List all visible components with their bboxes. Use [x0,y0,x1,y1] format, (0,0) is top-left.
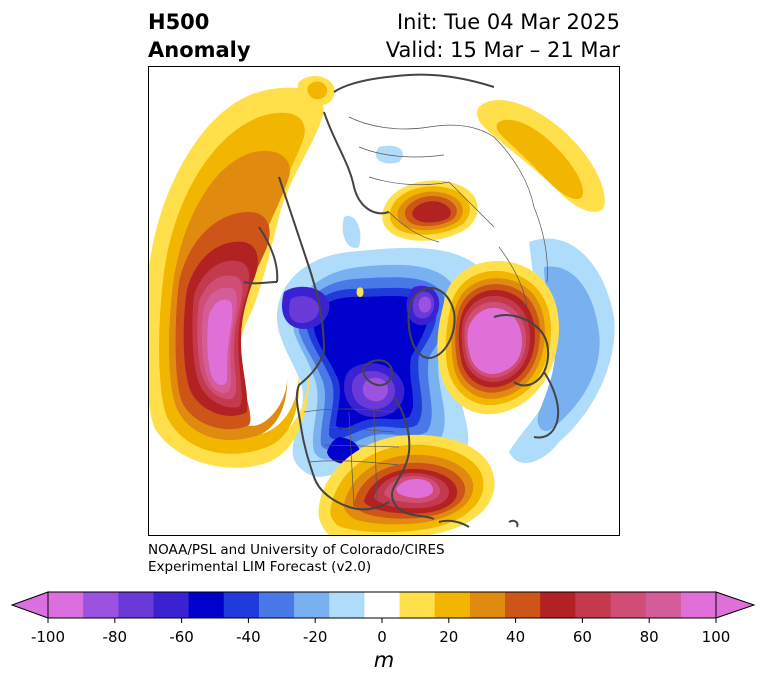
colorbar-swatch [680,592,717,618]
colorbar-tick-label: -100 [30,628,66,646]
colorbar-swatch [469,592,506,618]
colorbar-swatch [610,592,647,618]
positive-anomaly-siberia [382,180,478,241]
colorbar-swatch [188,592,225,618]
colorbar-swatch [575,592,612,618]
forecast-dates: Init: Tue 04 Mar 2025 Valid: 15 Mar – 21… [386,8,620,64]
colorbar-swatch [540,592,576,618]
colorbar-swatch [294,592,330,618]
positive-anomaly-northeast [476,99,605,212]
credit-line-1: NOAA/PSL and University of Colorado/CIRE… [148,542,445,558]
attribution: NOAA/PSL and University of Colorado/CIRE… [148,542,445,576]
title-line-2: Anomaly [148,38,251,62]
colorbar-tick-label: -60 [169,628,194,646]
colorbar-extend-low [10,591,49,619]
colorbar-swatch [153,592,190,618]
colorbar-tick-label: -80 [102,628,128,646]
anomaly-map [148,66,620,536]
colorbar-tick-label: 100 [701,628,731,646]
positive-anomaly-atlantic [437,261,559,415]
title-line-1: H500 [148,10,210,34]
colorbar-tick-label: 20 [439,628,459,646]
colorbar-tick-label: -40 [236,628,261,646]
positive-anomaly-north [297,75,364,297]
colorbar-tick-label: 60 [572,628,592,646]
coastlines [243,73,560,528]
chart-title: H500 Anomaly [148,8,251,64]
colorbar-swatch [645,592,682,618]
init-date: Init: Tue 04 Mar 2025 [396,10,620,34]
colorbar-swatch [364,592,401,618]
colorbar-extend-high [715,591,756,619]
valid-range: Valid: 15 Mar – 21 Mar [385,38,620,62]
map-canvas [149,67,619,535]
colorbar-swatch [118,592,154,618]
political-borders [303,116,548,508]
colorbar-tick-label: 80 [639,628,659,646]
colorbar-swatch [83,592,119,618]
credit-line-2: Experimental LIM Forecast (v2.0) [148,559,372,575]
colorbar-swatch [48,592,84,618]
colorbar-tick-label: 0 [377,628,387,646]
colorbar-tick-label: 40 [506,628,526,646]
colorbar-swatch [329,592,365,618]
colorbar-swatch [399,592,436,618]
colorbar-tick-label: -20 [302,628,328,646]
colorbar-swatch [223,592,260,618]
negative-anomaly-90 [362,296,432,402]
colorbar-swatch [434,592,471,618]
colorbar-swatch [505,592,541,618]
colorbar-swatch [258,592,295,618]
colorbar [10,591,756,623]
colorbar-unit: m [373,648,395,672]
